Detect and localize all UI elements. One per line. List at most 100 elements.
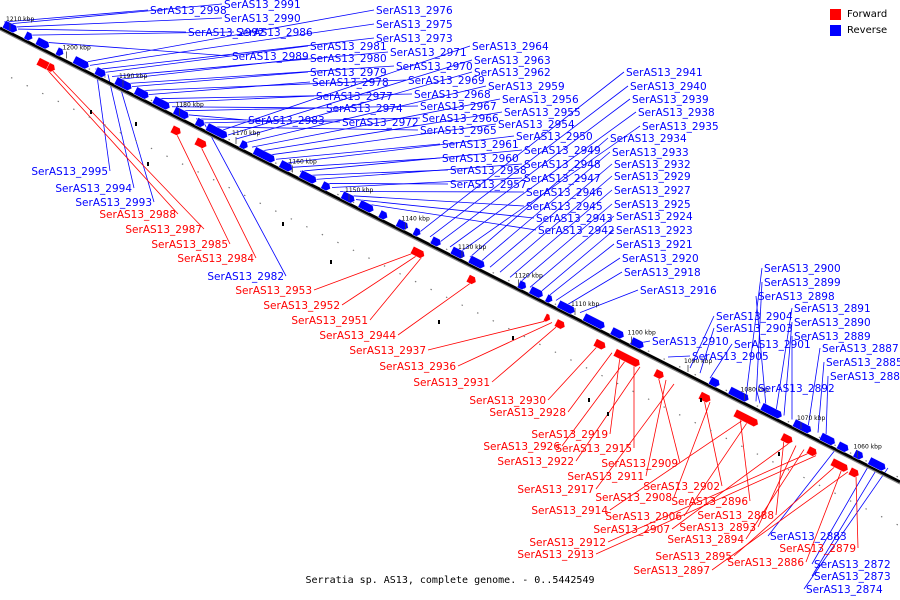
gene-label-seras13-2962[interactable]: SerAS13_2962 — [474, 67, 551, 79]
gene-label-seras13-2952[interactable]: SerAS13_2952 — [263, 300, 340, 312]
gene-label-seras13-2908[interactable]: SerAS13_2908 — [595, 492, 672, 504]
gene-label-seras13-2929[interactable]: SerAS13_2929 — [614, 171, 691, 183]
gene-label-seras13-2872[interactable]: SerAS13_2872 — [814, 559, 891, 571]
reverse-gene-arrow[interactable] — [194, 117, 207, 129]
gene-label-seras13-2939[interactable]: SerAS13_2939 — [632, 94, 709, 106]
gene-label-seras13-2984[interactable]: SerAS13_2984 — [177, 253, 254, 265]
gene-label-seras13-2987[interactable]: SerAS13_2987 — [125, 224, 202, 236]
reverse-gene-arrow[interactable] — [205, 122, 229, 140]
gene-label-seras13-2923[interactable]: SerAS13_2923 — [616, 225, 693, 237]
gene-label-seras13-2905[interactable]: SerAS13_2905 — [692, 351, 769, 363]
reverse-gene-arrow[interactable] — [609, 326, 626, 340]
gene-label-seras13-2938[interactable]: SerAS13_2938 — [638, 107, 715, 119]
gene-label-seras13-2991[interactable]: SerAS13_2991 — [224, 0, 301, 11]
gene-label-seras13-2993[interactable]: SerAS13_2993 — [75, 197, 152, 209]
gene-label-seras13-2925[interactable]: SerAS13_2925 — [614, 199, 691, 211]
reverse-gene-arrow[interactable] — [836, 440, 850, 453]
forward-gene-arrow[interactable] — [652, 368, 666, 381]
gene-label-seras13-2918[interactable]: SerAS13_2918 — [624, 267, 701, 279]
gene-label-seras13-2913[interactable]: SerAS13_2913 — [517, 549, 594, 561]
gene-label-seras13-2986[interactable]: SerAS13_2986 — [236, 27, 313, 39]
reverse-gene-arrow[interactable] — [852, 449, 865, 461]
gene-label-seras13-2985[interactable]: SerAS13_2985 — [151, 239, 228, 251]
gene-label-seras13-2901[interactable]: SerAS13_2901 — [734, 339, 811, 351]
reverse-gene-arrow[interactable] — [23, 30, 35, 42]
gene-label-seras13-2967[interactable]: SerAS13_2967 — [420, 101, 497, 113]
reverse-gene-arrow[interactable] — [544, 293, 555, 304]
gene-label-seras13-2960[interactable]: SerAS13_2960 — [442, 153, 519, 165]
gene-label-seras13-2972[interactable]: SerAS13_2972 — [342, 117, 419, 129]
gene-label-seras13-2910[interactable]: SerAS13_2910 — [652, 336, 729, 348]
gene-label-seras13-2909[interactable]: SerAS13_2909 — [601, 458, 678, 470]
gene-label-seras13-2873[interactable]: SerAS13_2873 — [814, 571, 891, 583]
reverse-gene-arrow[interactable] — [556, 299, 577, 315]
gene-label-seras13-2891[interactable]: SerAS13_2891 — [794, 303, 871, 315]
gene-label-seras13-2931[interactable]: SerAS13_2931 — [413, 377, 490, 389]
forward-gene-arrow[interactable] — [409, 245, 426, 259]
gene-label-seras13-2995[interactable]: SerAS13_2995 — [31, 166, 108, 178]
gene-label-seras13-2953[interactable]: SerAS13_2953 — [235, 285, 312, 297]
gene-label-seras13-2945[interactable]: SerAS13_2945 — [526, 201, 603, 213]
forward-gene-arrow[interactable] — [829, 457, 850, 473]
reverse-gene-arrow[interactable] — [133, 86, 151, 101]
gene-label-seras13-2941[interactable]: SerAS13_2941 — [626, 67, 703, 79]
gene-label-seras13-2919[interactable]: SerAS13_2919 — [531, 429, 608, 441]
gene-label-seras13-2889[interactable]: SerAS13_2889 — [794, 331, 871, 343]
gene-label-seras13-2949[interactable]: SerAS13_2949 — [524, 145, 601, 157]
gene-label-seras13-2937[interactable]: SerAS13_2937 — [349, 345, 426, 357]
gene-label-seras13-2968[interactable]: SerAS13_2968 — [414, 89, 491, 101]
forward-gene-arrow[interactable] — [805, 445, 819, 458]
reverse-gene-arrow[interactable] — [759, 402, 784, 420]
gene-label-seras13-2895[interactable]: SerAS13_2895 — [655, 551, 732, 563]
forward-gene-arrow[interactable] — [169, 124, 183, 137]
gene-label-seras13-2974[interactable]: SerAS13_2974 — [326, 103, 403, 115]
gene-label-seras13-2921[interactable]: SerAS13_2921 — [616, 239, 693, 251]
gene-label-seras13-2977[interactable]: SerAS13_2977 — [316, 91, 393, 103]
gene-label-seras13-2950[interactable]: SerAS13_2950 — [516, 131, 593, 143]
gene-label-seras13-2954[interactable]: SerAS13_2954 — [498, 119, 575, 131]
gene-label-seras13-2883[interactable]: SerAS13_2883 — [770, 531, 847, 543]
gene-label-seras13-2924[interactable]: SerAS13_2924 — [616, 211, 693, 223]
gene-label-seras13-2961[interactable]: SerAS13_2961 — [442, 139, 519, 151]
forward-gene-arrow[interactable] — [542, 313, 552, 323]
reverse-gene-arrow[interactable] — [252, 146, 276, 165]
gene-label-seras13-2948[interactable]: SerAS13_2948 — [524, 159, 601, 171]
reverse-gene-arrow[interactable] — [528, 285, 545, 299]
gene-label-seras13-2998[interactable]: SerAS13_2998 — [150, 5, 227, 17]
forward-gene-arrow[interactable] — [847, 466, 861, 479]
reverse-gene-arrow[interactable] — [467, 255, 487, 270]
gene-label-seras13-2907[interactable]: SerAS13_2907 — [593, 524, 670, 536]
gene-label-seras13-2886[interactable]: SerAS13_2886 — [727, 557, 804, 569]
gene-label-seras13-2920[interactable]: SerAS13_2920 — [622, 253, 699, 265]
reverse-gene-arrow[interactable] — [278, 159, 295, 173]
reverse-gene-arrow[interactable] — [818, 432, 837, 447]
gene-label-seras13-2958[interactable]: SerAS13_2958 — [450, 165, 527, 177]
gene-label-seras13-2980[interactable]: SerAS13_2980 — [310, 53, 387, 65]
reverse-gene-arrow[interactable] — [377, 209, 389, 221]
gene-label-seras13-2927[interactable]: SerAS13_2927 — [614, 185, 691, 197]
gene-label-seras13-2903[interactable]: SerAS13_2903 — [716, 323, 793, 335]
gene-label-seras13-2957[interactable]: SerAS13_2957 — [450, 179, 527, 191]
gene-label-seras13-2990[interactable]: SerAS13_2990 — [224, 13, 301, 25]
gene-label-seras13-2965[interactable]: SerAS13_2965 — [420, 125, 497, 137]
gene-label-seras13-2969[interactable]: SerAS13_2969 — [408, 75, 485, 87]
forward-gene-arrow[interactable] — [779, 432, 794, 446]
gene-label-seras13-2892[interactable]: SerAS13_2892 — [758, 383, 835, 395]
gene-label-seras13-2983[interactable]: SerAS13_2983 — [248, 115, 325, 127]
gene-label-seras13-2959[interactable]: SerAS13_2959 — [488, 81, 565, 93]
reverse-gene-arrow[interactable] — [34, 36, 51, 50]
gene-label-seras13-2874[interactable]: SerAS13_2874 — [806, 584, 883, 596]
forward-gene-arrow[interactable] — [553, 318, 567, 331]
reverse-gene-arrow[interactable] — [357, 199, 376, 214]
gene-label-seras13-2988[interactable]: SerAS13_2988 — [99, 209, 176, 221]
gene-label-seras13-2879[interactable]: SerAS13_2879 — [779, 543, 856, 555]
reverse-gene-arrow[interactable] — [429, 235, 443, 248]
reverse-gene-arrow[interactable] — [72, 55, 90, 71]
reverse-gene-arrow[interactable] — [629, 336, 646, 350]
reverse-gene-arrow[interactable] — [298, 169, 319, 185]
gene-label-seras13-2979[interactable]: SerAS13_2979 — [310, 67, 387, 79]
gene-label-seras13-2935[interactable]: SerAS13_2935 — [642, 121, 719, 133]
gene-label-seras13-2888[interactable]: SerAS13_2888 — [697, 510, 774, 522]
gene-label-seras13-2982[interactable]: SerAS13_2982 — [207, 271, 284, 283]
gene-label-seras13-2932[interactable]: SerAS13_2932 — [614, 159, 691, 171]
